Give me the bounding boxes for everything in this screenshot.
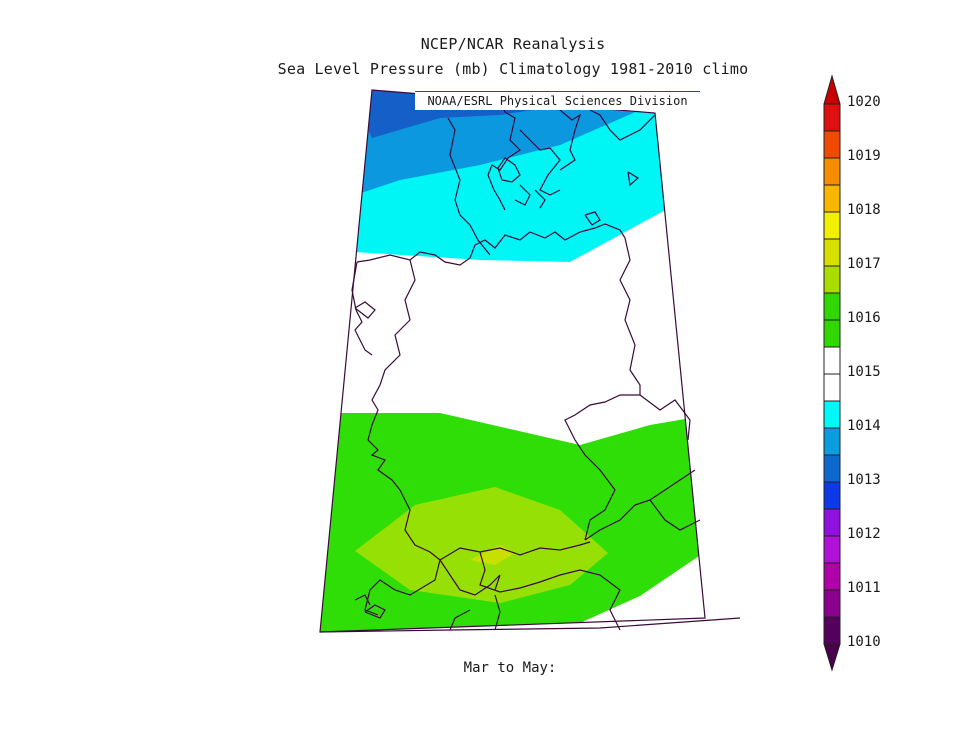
colorbar-cell	[823, 184, 841, 213]
colorbar-label: 1019	[847, 148, 881, 164]
chart-title: NCEP/NCAR Reanalysis	[420, 35, 606, 53]
colorbar-cell	[823, 508, 841, 537]
colorbar-label: 1011	[847, 580, 881, 596]
colorbar-cell	[823, 535, 841, 564]
colorbar-label: 1018	[847, 202, 881, 218]
colorbar-cell	[823, 481, 841, 510]
colorbar-cell	[823, 265, 841, 294]
colorbar-top-arrow	[823, 74, 841, 105]
colorbar-label: 1017	[847, 256, 881, 272]
slp-shading	[320, 90, 705, 632]
colorbar-cell	[823, 616, 841, 645]
colorbar-label: 1016	[847, 310, 881, 326]
region-1017-band	[355, 487, 608, 603]
colorbar-cell	[823, 589, 841, 618]
colorbar-label: 1015	[847, 364, 881, 380]
colorbar	[823, 74, 841, 672]
colorbar-bottom-arrow	[823, 643, 841, 672]
colorbar-cell	[823, 292, 841, 321]
colorbar-cell	[823, 238, 841, 267]
colorbar-cell	[823, 346, 841, 375]
colorbar-cell	[823, 454, 841, 483]
chart-subtitle: Sea Level Pressure (mb) Climatology 1981…	[277, 60, 749, 78]
colorbar-cell	[823, 562, 841, 591]
colorbar-label: 1010	[847, 634, 881, 650]
coastlines	[351, 99, 701, 631]
colorbar-cell	[823, 157, 841, 186]
colorbar-cell	[823, 427, 841, 456]
colorbar-label: 1020	[847, 94, 881, 110]
colorbar-label: 1013	[847, 472, 881, 488]
colorbar-label: 1014	[847, 418, 881, 434]
colorbar-cell	[823, 373, 841, 402]
credit-label: NOAA/ESRL Physical Sciences Division	[415, 91, 700, 110]
map-bottom-edge	[319, 617, 741, 633]
colorbar-cell	[823, 211, 841, 240]
period-label: Mar to May:	[463, 660, 557, 676]
colorbar-cell	[823, 319, 841, 348]
region-1017-1018-band	[470, 545, 515, 565]
colorbar-cell	[823, 400, 841, 429]
colorbar-cell	[823, 103, 841, 132]
colorbar-cell	[823, 130, 841, 159]
colorbar-label: 1012	[847, 526, 881, 542]
